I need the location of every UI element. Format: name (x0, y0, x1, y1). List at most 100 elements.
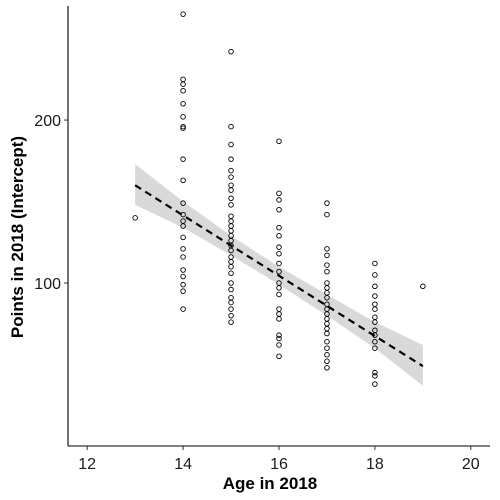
points-layer (132, 11, 426, 387)
data-point (372, 272, 378, 278)
data-point (372, 373, 378, 379)
axes-layer (67, 6, 490, 447)
data-point (324, 252, 330, 259)
data-point (228, 228, 234, 234)
data-point (324, 330, 330, 337)
data-point (420, 283, 426, 290)
data-point (180, 281, 186, 288)
ticks-layer: 12 14 16 18 20 100 200 (34, 113, 480, 473)
data-point (276, 353, 282, 360)
data-point (324, 200, 330, 206)
data-point (372, 301, 378, 307)
data-point (180, 267, 186, 273)
data-point (372, 306, 378, 312)
data-point (324, 345, 330, 351)
data-point (324, 211, 330, 218)
data-point (180, 81, 186, 87)
data-point (324, 285, 330, 291)
data-point (228, 270, 234, 277)
data-point (228, 306, 234, 312)
data-point (276, 291, 282, 298)
data-point (276, 335, 282, 342)
data-point (372, 260, 378, 267)
data-point (372, 293, 378, 299)
data-point (180, 87, 186, 94)
data-point (228, 299, 234, 306)
data-point (228, 319, 234, 325)
data-point (228, 294, 234, 301)
data-point (180, 11, 186, 17)
data-point (372, 381, 378, 387)
data-point (180, 177, 186, 184)
data-point (276, 306, 282, 312)
y-tick-label: 100 (34, 276, 61, 293)
data-point (180, 101, 186, 107)
trend-layer (134, 184, 424, 368)
data-point (228, 259, 234, 265)
data-point (276, 138, 282, 145)
data-point (372, 338, 378, 345)
data-point (324, 246, 330, 252)
data-point (180, 114, 186, 120)
data-point (276, 316, 282, 322)
data-point (276, 224, 282, 231)
x-tick-label: 12 (78, 456, 96, 473)
data-point (324, 321, 330, 327)
data-point (324, 294, 330, 301)
data-point (324, 262, 330, 268)
data-point (372, 319, 378, 325)
data-point (324, 365, 330, 371)
data-point (276, 332, 282, 338)
data-point (228, 247, 234, 254)
data-point (372, 283, 378, 290)
y-axis-title: Points in 2018 (Intercept) (8, 136, 27, 338)
data-point (276, 260, 282, 267)
data-point (276, 233, 282, 239)
data-point (276, 342, 282, 348)
data-point (324, 280, 330, 286)
data-point (228, 254, 234, 260)
data-point (324, 268, 330, 275)
data-point (276, 250, 282, 257)
data-point (228, 223, 234, 229)
data-point (228, 156, 234, 162)
data-point (228, 187, 234, 193)
data-point (228, 167, 234, 174)
data-point (180, 123, 186, 130)
data-point (180, 288, 186, 294)
data-point (228, 174, 234, 180)
data-point (180, 306, 186, 312)
data-point (228, 123, 234, 130)
data-point (324, 338, 330, 345)
data-point (180, 234, 186, 241)
data-point (228, 286, 234, 293)
y-tick-label: 200 (34, 113, 61, 130)
data-point (180, 246, 186, 252)
data-point (324, 351, 330, 358)
data-point (276, 190, 282, 197)
data-point (324, 290, 330, 296)
data-point (180, 273, 186, 280)
x-axis-title: Age in 2018 (223, 474, 318, 493)
data-point (228, 48, 234, 55)
data-point (276, 197, 282, 203)
data-point (180, 254, 186, 260)
data-point (276, 311, 282, 317)
data-point (228, 280, 234, 286)
data-point (132, 215, 138, 221)
data-point (324, 325, 330, 332)
data-point (180, 223, 186, 229)
x-tick-label: 18 (366, 456, 384, 473)
data-point (228, 263, 234, 270)
data-point (180, 200, 186, 206)
x-tick-label: 14 (174, 456, 192, 473)
data-point (180, 125, 186, 131)
data-point (372, 314, 378, 321)
data-point (324, 316, 330, 322)
data-point (228, 182, 234, 189)
data-point (228, 213, 234, 219)
data-point (276, 285, 282, 291)
data-point (276, 244, 282, 250)
trend-line (134, 184, 424, 368)
